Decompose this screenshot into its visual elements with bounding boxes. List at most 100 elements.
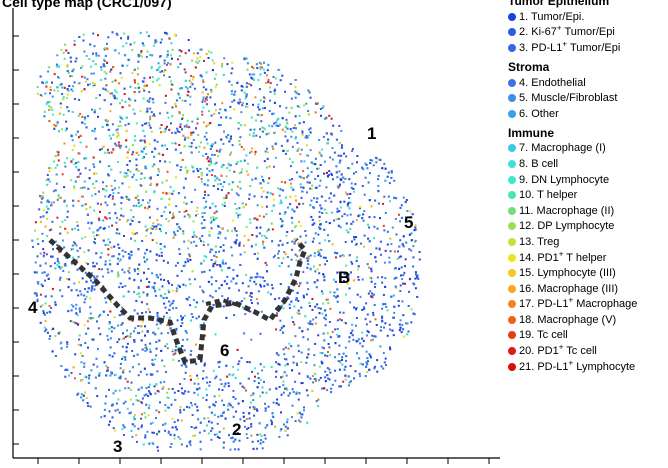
cell-dot (278, 250, 280, 253)
cell-dot (201, 215, 204, 218)
cell-dot (274, 156, 277, 159)
cell-dot (81, 379, 83, 382)
cell-dot (375, 260, 378, 263)
cell-dot (102, 63, 105, 66)
cell-dot (125, 130, 128, 133)
cell-dot (52, 113, 54, 116)
cell-dot (145, 229, 148, 232)
cell-dot (178, 131, 181, 133)
cell-dot (172, 358, 175, 361)
cell-dot (341, 215, 344, 218)
cell-dot (255, 63, 258, 66)
cell-dot (133, 340, 136, 343)
cell-dot (267, 78, 270, 81)
cell-dot (47, 70, 50, 73)
cell-dot (318, 139, 321, 141)
cell-dot (232, 365, 235, 368)
cell-dot (300, 416, 303, 419)
cell-dot (214, 86, 217, 89)
cell-dot (183, 408, 185, 411)
cell-dot (160, 124, 163, 126)
cell-dot (375, 324, 378, 326)
cell-dot (318, 249, 321, 252)
cell-dot (252, 78, 255, 81)
cell-dot (286, 242, 289, 244)
cell-dot (290, 300, 293, 303)
cell-dot (218, 437, 221, 439)
cell-dot (146, 84, 148, 87)
cell-dot (111, 403, 114, 406)
cell-dot (275, 314, 278, 317)
cell-dot (80, 66, 82, 69)
cell-dot (336, 333, 339, 336)
cell-dot (373, 237, 375, 240)
cell-dot (186, 169, 188, 172)
cell-dot (207, 417, 210, 419)
cell-dot (382, 367, 385, 370)
cell-dot (213, 413, 216, 416)
cell-dot (190, 74, 193, 77)
legend-item: 15. Lymphocyte (III) (508, 265, 668, 281)
cell-dot (245, 203, 247, 206)
cell-dot (181, 338, 184, 341)
cell-dot (69, 56, 72, 59)
cell-dot (391, 226, 394, 229)
cell-dot (269, 99, 271, 102)
cell-dot (235, 282, 238, 285)
cell-dot (331, 178, 334, 181)
cell-dot (131, 319, 134, 322)
cell-dot (414, 239, 417, 242)
cell-dot (289, 392, 291, 395)
cell-dot (176, 223, 178, 226)
cell-dot (323, 208, 326, 211)
cell-dot (370, 356, 372, 359)
cell-dot (111, 197, 114, 200)
cell-dot (72, 204, 75, 207)
cell-dot (240, 85, 243, 88)
cell-dot (215, 375, 218, 378)
cell-dot (68, 278, 71, 281)
cell-dot (134, 99, 137, 102)
cell-dot (137, 82, 140, 85)
cell-dot (84, 298, 87, 301)
cell-dot (70, 135, 73, 138)
cell-dot (237, 448, 240, 451)
cell-dot (169, 446, 172, 448)
cell-dot (235, 208, 238, 210)
cell-dot (35, 292, 38, 295)
cell-dot (292, 321, 295, 323)
cell-dot (80, 90, 83, 93)
cell-dot (241, 104, 244, 107)
cell-dot (164, 130, 167, 133)
cell-dot (166, 343, 169, 346)
cell-dot (149, 342, 152, 345)
cell-dot (384, 167, 387, 170)
cell-dot (240, 89, 243, 92)
cell-dot (338, 184, 341, 187)
cell-dot (47, 66, 50, 69)
cell-dot (261, 130, 264, 133)
cell-dot (353, 306, 356, 309)
cell-dot (280, 411, 282, 414)
cell-dot (418, 251, 421, 253)
cell-dot (294, 335, 297, 338)
cell-dot (348, 197, 351, 199)
cell-dot (115, 144, 118, 147)
cell-dot (166, 406, 169, 409)
cell-dot (126, 163, 129, 166)
cell-dot (148, 205, 151, 208)
cell-dot (197, 418, 200, 421)
cell-dot (84, 342, 87, 344)
cell-dot (119, 115, 122, 118)
cell-dot (287, 394, 290, 397)
cell-dot (309, 204, 312, 207)
cell-dot (248, 218, 251, 221)
cell-dot (373, 216, 376, 219)
cell-dot (152, 363, 155, 366)
cell-dot (149, 348, 152, 351)
cell-dot (89, 306, 92, 309)
cell-dot (314, 157, 317, 160)
cell-dot (367, 292, 370, 295)
cell-dot (367, 237, 370, 240)
cell-dot (318, 226, 321, 229)
